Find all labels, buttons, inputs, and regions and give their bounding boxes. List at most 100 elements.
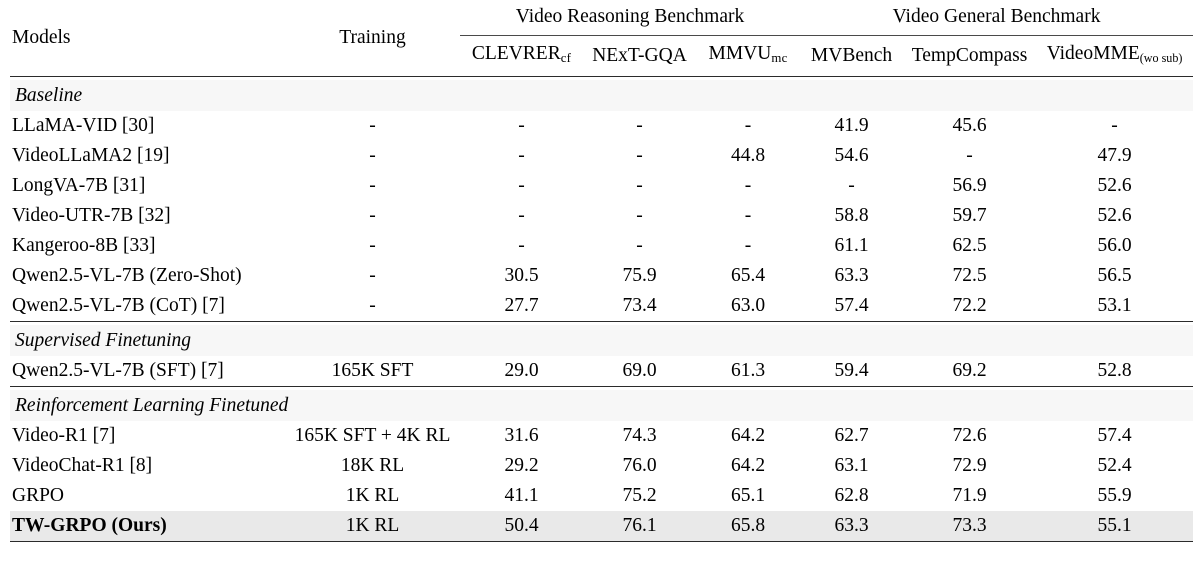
header-clevrer-label: CLEVRER <box>471 43 561 64</box>
cell-tempcompass: 73.3 <box>903 511 1037 542</box>
cell-tempcompass: 72.2 <box>952 295 987 317</box>
table-body: Baseline LLaMA-VID [30] - - - -41.9 45.6- Video… <box>10 76 1194 547</box>
cell-clevrer: - <box>518 205 525 227</box>
header-group-video-reasoning: Video Reasoning Benchmark <box>515 6 745 27</box>
cell-videomme: 56.0 <box>1097 235 1132 257</box>
cell-mmvu: 44.8 <box>730 145 766 167</box>
cell-training: - <box>369 115 376 137</box>
cell-mvbench: 59.4 <box>834 360 869 382</box>
cell-tempcompass: 56.9 <box>952 175 987 197</box>
section-rule <box>10 386 1194 391</box>
cell-training: - <box>369 205 376 227</box>
section-title: Baseline <box>10 80 1194 112</box>
rule-segment <box>1036 34 1194 36</box>
cell-mvbench: 62.8 <box>834 485 869 507</box>
cell-mvbench: 63.3 <box>834 265 869 287</box>
cell-mmvu: 63.0 <box>730 295 766 317</box>
cell-clevrer: 29.0 <box>504 360 539 382</box>
table-row[interactable]: Qwen2.5-VL-7B (Zero-Shot) - 30.5 75.9 65.4 63… <box>10 261 1193 291</box>
cell-model-name: TW-GRPO (Ours) <box>10 511 285 542</box>
cell-tempcompass: 59.7 <box>952 205 987 227</box>
cell-model-name: Kangeroo-8B [33] <box>12 235 156 257</box>
results-table: Models Training Video Reasoning Benchmar… <box>10 0 1194 547</box>
cell-videomme: 53.1 <box>1097 295 1132 317</box>
cell-videomme: - <box>1111 115 1118 137</box>
header-training: Training <box>339 27 406 49</box>
cell-mmvu: 65.1 <box>730 485 766 507</box>
cell-model-name: Qwen2.5-VL-7B (CoT) [7] <box>12 295 225 317</box>
cell-nextgqa: 75.9 <box>622 265 657 287</box>
rule-line <box>10 321 1194 326</box>
section-header-row: Supervised Finetuning <box>10 325 1194 357</box>
cell-nextgqa: 76.0 <box>622 455 657 477</box>
cell-mmvu: 65.4 <box>730 265 766 287</box>
table-row[interactable]: Video-UTR-7B [32] - - - - 58.8 59.7 52.6 <box>10 201 1193 231</box>
rule-line <box>10 386 1194 391</box>
header-videomme: VideoMME(wo sub) <box>1036 36 1193 77</box>
cell-training: - <box>369 235 376 257</box>
table-row[interactable]: Qwen2.5-VL-7B (SFT) [7] 165K SFT 29.0 69.0 6… <box>10 356 1193 387</box>
rule-segment <box>696 34 801 36</box>
cell-training: 18K RL <box>340 455 405 477</box>
cell-videomme: 56.5 <box>1097 265 1132 287</box>
cell-training: - <box>369 175 376 197</box>
cell-tempcompass: 72.9 <box>952 455 987 477</box>
cell-mvbench: 58.8 <box>834 205 869 227</box>
cell-nextgqa: - <box>636 115 643 137</box>
table-row[interactable]: Kangeroo-8B [33] - - - - 61.1 62.5 56.0 <box>10 231 1193 261</box>
cell-mvbench: 63.1 <box>834 455 869 477</box>
rule-line <box>10 76 1194 81</box>
cell-nextgqa: - <box>636 205 643 227</box>
cell-mmvu: - <box>744 205 752 227</box>
cell-videomme: 47.9 <box>1097 145 1132 167</box>
cell-model-name: VideoChat-R1 [8] <box>12 455 153 477</box>
cell-mmvu: 65.8 <box>696 511 801 542</box>
cell-training: 165K SFT + 4K RL <box>294 425 451 447</box>
cell-clevrer: - <box>518 175 525 197</box>
cell-videomme: 52.8 <box>1097 360 1132 382</box>
cell-nextgqa: - <box>636 145 643 167</box>
rule-line <box>10 541 1194 547</box>
section-title: Supervised Finetuning <box>10 325 1194 357</box>
cell-clevrer: 29.2 <box>504 455 539 477</box>
cell-clevrer: - <box>518 235 525 257</box>
cell-videomme: 52.6 <box>1097 175 1132 197</box>
table-row[interactable]: GRPO 1K RL 41.1 75.2 65.1 62.8 71.9 55.9 <box>10 481 1193 511</box>
table-row[interactable]: LongVA-7B [31] - - - - - 56.9 52.6 <box>10 171 1193 201</box>
section-header-row: Reinforcement Learning Finetuned <box>10 390 1194 422</box>
cell-mvbench: 62.7 <box>834 425 869 447</box>
table-row[interactable]: LLaMA-VID [30] - - - - 41.9 45.6 - <box>10 111 1193 141</box>
cell-nextgqa: - <box>636 175 643 197</box>
group-header-rule <box>10 34 1194 36</box>
cell-tempcompass: 72.5 <box>952 265 987 287</box>
rule-segment <box>903 34 1037 36</box>
cell-mvbench: 61.1 <box>834 235 869 257</box>
cell-training: - <box>369 265 376 287</box>
header-tempcompass: TempCompass <box>911 45 1028 67</box>
group-header-row: Models Training Video Reasoning Benchmar… <box>10 0 1193 48</box>
cell-tempcompass: 62.5 <box>952 235 987 257</box>
header-nextgqa: NExT-GQA <box>592 45 687 67</box>
rule-segment <box>460 34 583 36</box>
table-row[interactable]: VideoChat-R1 [8] 18K RL 29.2 76.0 64.2 63.1 72… <box>10 451 1193 481</box>
cell-nextgqa: 76.1 <box>583 511 696 542</box>
cell-nextgqa: 74.3 <box>622 425 657 447</box>
cell-model-name: Qwen2.5-VL-7B (Zero-Shot) <box>12 265 242 287</box>
header-group-video-general: Video General Benchmark <box>892 6 1101 27</box>
header-models: Models <box>12 27 71 49</box>
table-row[interactable]: TW-GRPO (Ours) 1K RL 50.4 76.1 65.8 63.3 73.3 5… <box>10 511 1194 542</box>
cell-nextgqa: 75.2 <box>622 485 657 507</box>
cell-videomme: 52.4 <box>1097 455 1132 477</box>
table-row[interactable]: Video-R1 [7] 165K SFT + 4K RL 31.6 74.3 64.2… <box>10 421 1193 451</box>
header-videomme-subscript: (wo sub) <box>1139 51 1183 66</box>
table-row[interactable]: Qwen2.5-VL-7B (CoT) [7] - 27.7 73.4 63.0 57.4… <box>10 291 1193 322</box>
cell-clevrer: 27.7 <box>504 295 539 317</box>
table-row[interactable]: VideoLLaMA2 [19] - - - 44.8 54.6 - 47.9 <box>10 141 1193 171</box>
header-clevrer-subscript: cf <box>560 51 572 66</box>
header-mvbench: MVBench <box>810 45 893 67</box>
cell-mmvu: - <box>744 115 752 137</box>
table-header: Models Training Video Reasoning Benchmar… <box>10 0 1194 77</box>
cell-tempcompass: 69.2 <box>952 360 987 382</box>
cell-model-name: LongVA-7B [31] <box>12 175 146 197</box>
